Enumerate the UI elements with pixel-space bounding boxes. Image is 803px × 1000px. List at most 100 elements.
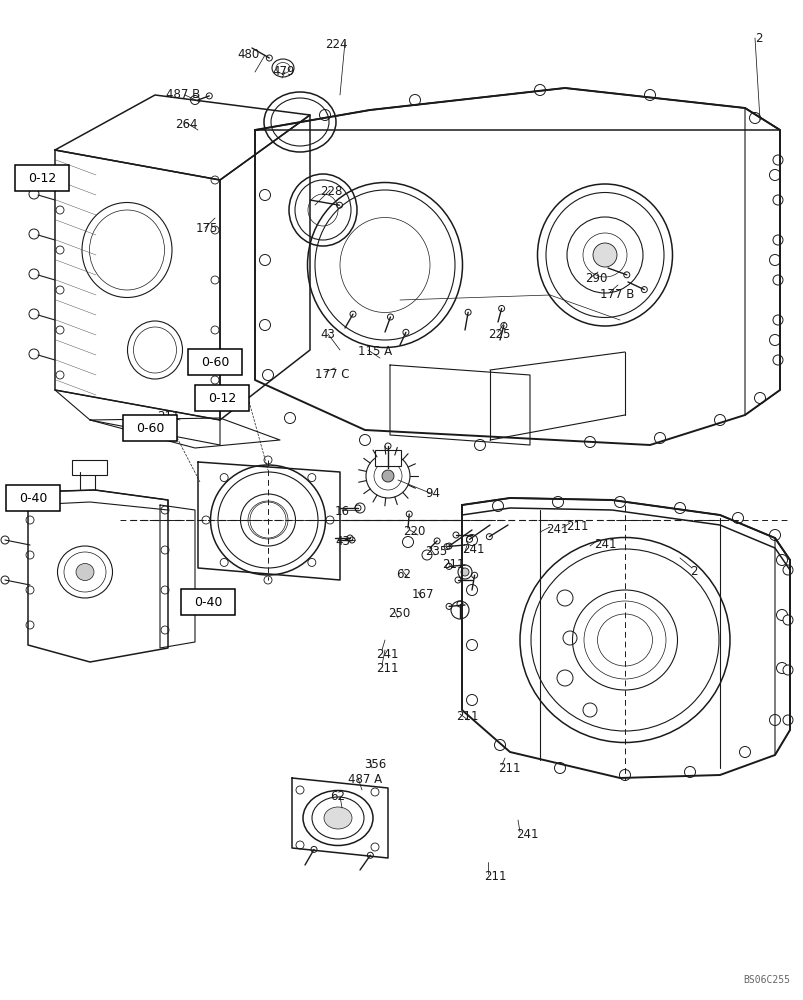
- Circle shape: [772, 235, 782, 245]
- Text: BS06C255: BS06C255: [742, 975, 789, 985]
- Circle shape: [772, 355, 782, 365]
- Bar: [72, 460, 107, 475]
- Text: 211: 211: [442, 558, 464, 571]
- Circle shape: [772, 275, 782, 285]
- Circle shape: [732, 512, 743, 524]
- Text: 241: 241: [516, 828, 538, 841]
- Circle shape: [714, 414, 724, 426]
- Circle shape: [466, 534, 477, 546]
- Text: 480: 480: [237, 48, 259, 61]
- Circle shape: [768, 714, 780, 726]
- Circle shape: [319, 109, 330, 121]
- Text: 211: 211: [565, 520, 588, 533]
- Circle shape: [674, 502, 685, 514]
- Text: 0-12: 0-12: [28, 172, 56, 185]
- Text: 2: 2: [754, 32, 761, 45]
- Circle shape: [753, 392, 764, 403]
- Text: 264: 264: [175, 118, 198, 131]
- Circle shape: [768, 334, 780, 346]
- Circle shape: [772, 195, 782, 205]
- Text: 43: 43: [320, 328, 335, 341]
- Circle shape: [409, 95, 420, 106]
- FancyBboxPatch shape: [6, 485, 60, 511]
- Circle shape: [474, 440, 485, 450]
- Text: 479: 479: [271, 65, 294, 78]
- Text: 250: 250: [388, 607, 410, 620]
- Text: 115 A: 115 A: [357, 345, 392, 358]
- Text: 235: 235: [425, 545, 446, 558]
- Text: 2: 2: [689, 565, 697, 578]
- Circle shape: [259, 320, 270, 330]
- Text: 487 B: 487 B: [165, 88, 200, 101]
- Ellipse shape: [324, 807, 352, 829]
- Text: 211: 211: [497, 762, 520, 775]
- Text: 228: 228: [320, 185, 342, 198]
- Text: 43: 43: [335, 535, 349, 548]
- Circle shape: [381, 470, 393, 482]
- Circle shape: [554, 762, 565, 773]
- Text: 241: 241: [462, 543, 484, 556]
- Circle shape: [644, 89, 654, 101]
- Circle shape: [768, 169, 780, 181]
- Circle shape: [776, 609, 786, 620]
- Text: 225: 225: [487, 328, 510, 341]
- Text: 177 B: 177 B: [599, 288, 634, 301]
- Circle shape: [460, 568, 468, 576]
- Circle shape: [739, 746, 749, 758]
- FancyBboxPatch shape: [123, 415, 177, 441]
- Text: 62: 62: [329, 790, 344, 803]
- FancyBboxPatch shape: [195, 385, 249, 411]
- Circle shape: [593, 243, 616, 267]
- Circle shape: [466, 584, 477, 595]
- Text: 177 C: 177 C: [315, 368, 349, 381]
- Circle shape: [619, 769, 630, 780]
- Text: 0-60: 0-60: [136, 422, 164, 434]
- Text: 16: 16: [335, 505, 349, 518]
- Text: 0-60: 0-60: [201, 356, 229, 368]
- Circle shape: [613, 496, 625, 508]
- Circle shape: [492, 500, 503, 512]
- Text: 211: 211: [157, 410, 179, 423]
- Circle shape: [534, 85, 544, 96]
- Circle shape: [772, 155, 782, 165]
- Bar: [374, 450, 401, 466]
- Circle shape: [776, 554, 786, 566]
- Text: 356: 356: [364, 758, 385, 771]
- FancyBboxPatch shape: [15, 165, 69, 191]
- Circle shape: [782, 615, 792, 625]
- Circle shape: [584, 436, 595, 448]
- Circle shape: [782, 715, 792, 725]
- Text: 241: 241: [545, 523, 568, 536]
- Circle shape: [748, 112, 760, 124]
- Circle shape: [552, 496, 563, 508]
- Text: 211: 211: [483, 870, 506, 883]
- Circle shape: [782, 665, 792, 675]
- Text: 211: 211: [455, 710, 478, 723]
- Text: 290: 290: [585, 272, 606, 285]
- Text: 224: 224: [324, 38, 347, 51]
- Circle shape: [494, 740, 505, 750]
- Circle shape: [776, 662, 786, 674]
- Circle shape: [768, 254, 780, 265]
- Circle shape: [259, 254, 270, 265]
- Circle shape: [683, 766, 695, 777]
- Text: 241: 241: [593, 538, 616, 551]
- Circle shape: [359, 434, 370, 446]
- FancyBboxPatch shape: [188, 349, 242, 375]
- Text: 0-40: 0-40: [194, 595, 222, 608]
- Ellipse shape: [76, 564, 94, 580]
- Circle shape: [466, 640, 477, 650]
- Text: 241: 241: [376, 648, 398, 661]
- Text: 211: 211: [376, 662, 398, 675]
- Circle shape: [782, 565, 792, 575]
- Text: 62: 62: [396, 568, 410, 581]
- Text: 220: 220: [402, 525, 425, 538]
- Circle shape: [772, 315, 782, 325]
- Text: 167: 167: [411, 588, 434, 601]
- Circle shape: [284, 412, 296, 424]
- Circle shape: [466, 694, 477, 706]
- Text: 94: 94: [425, 487, 439, 500]
- Text: 0-40: 0-40: [18, 491, 47, 504]
- Circle shape: [768, 530, 780, 540]
- Text: 0-12: 0-12: [208, 391, 236, 404]
